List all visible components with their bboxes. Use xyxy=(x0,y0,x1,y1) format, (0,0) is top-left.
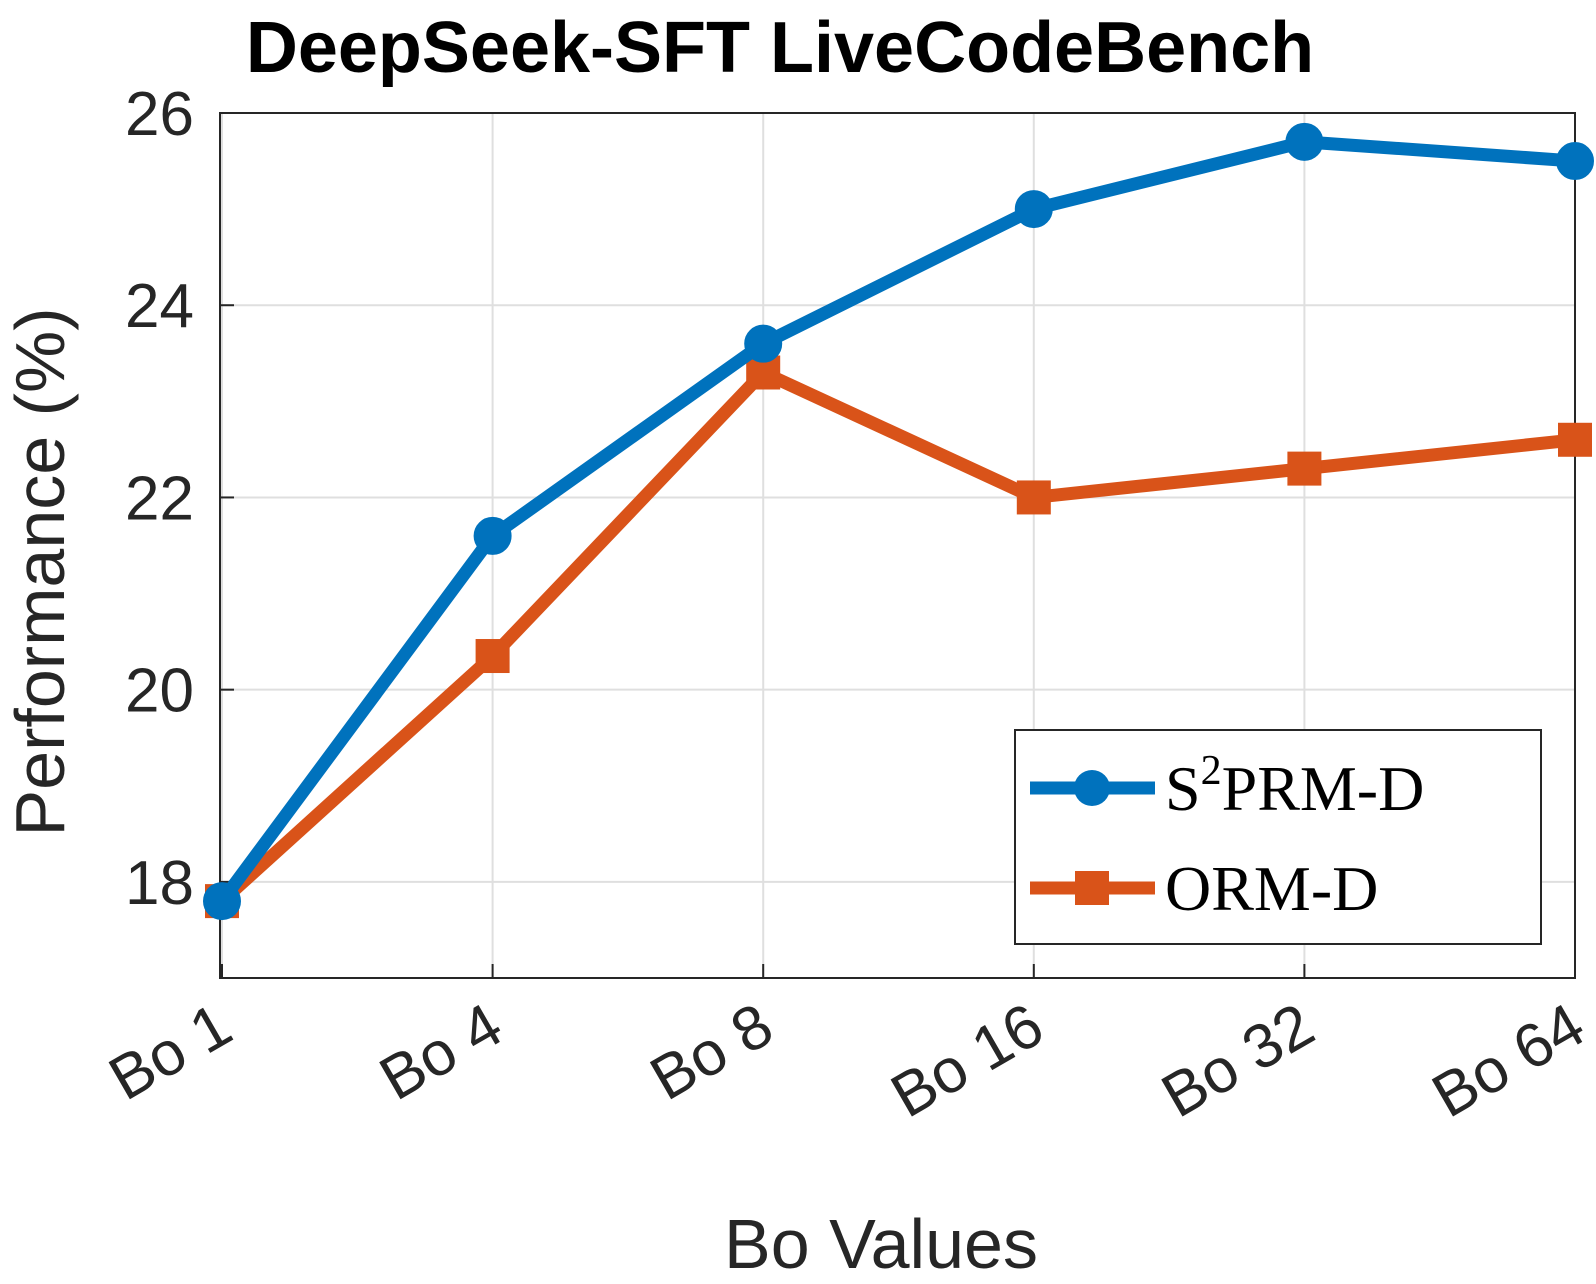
y-tick-label: 18 xyxy=(125,849,194,918)
series-layer xyxy=(203,122,1594,921)
x-tick-label: Bo 1 xyxy=(98,990,243,1114)
data-point xyxy=(1556,142,1594,181)
legend-entry-0: S2PRM-D xyxy=(1030,748,1424,824)
series-line xyxy=(215,366,1582,908)
y-axis-label: Performance (%) xyxy=(1,307,79,836)
legend-label: S2PRM-D xyxy=(1165,748,1424,824)
legend-label-base: S xyxy=(1165,753,1201,824)
y-tick-label: 26 xyxy=(125,80,194,149)
x-tick-label: Bo 4 xyxy=(369,990,514,1114)
data-point xyxy=(475,639,510,674)
chart-title: DeepSeek-SFT LiveCodeBench xyxy=(246,8,1314,88)
x-tick-label: Bo 16 xyxy=(880,990,1055,1131)
legend-box xyxy=(1014,729,1542,945)
legend-marker xyxy=(1075,871,1109,905)
x-tick-label: Bo 32 xyxy=(1151,990,1326,1131)
y-tick-label: 24 xyxy=(125,272,194,341)
series-0 xyxy=(203,122,1594,921)
legend-label-sup: 2 xyxy=(1201,748,1222,794)
legend-label-rest: PRM-D xyxy=(1222,753,1425,824)
data-point xyxy=(1287,451,1322,486)
x-tick-label: Bo 8 xyxy=(639,990,784,1114)
data-point xyxy=(473,516,512,555)
y-tick-label: 22 xyxy=(125,464,194,533)
y-tick-label: 20 xyxy=(125,657,194,726)
series-line xyxy=(215,135,1582,908)
axis-ticks: 18 20 22 24 26 Bo 1 Bo 4 Bo 8 Bo 16 Bo 32 Bo 64 xyxy=(98,80,1596,1131)
data-point xyxy=(1016,480,1051,515)
x-tick-label: Bo 64 xyxy=(1421,990,1596,1131)
legend: S2PRM-D ORM-D xyxy=(1014,729,1542,945)
data-point xyxy=(744,324,783,363)
data-point xyxy=(1285,122,1324,161)
x-axis-label: Bo Values xyxy=(724,1205,1038,1283)
data-point xyxy=(1558,422,1592,457)
legend-entry-1: ORM-D xyxy=(1030,853,1378,924)
legend-label: ORM-D xyxy=(1165,853,1378,924)
data-point xyxy=(203,882,241,921)
legend-marker xyxy=(1074,770,1110,806)
data-point xyxy=(1014,190,1053,229)
